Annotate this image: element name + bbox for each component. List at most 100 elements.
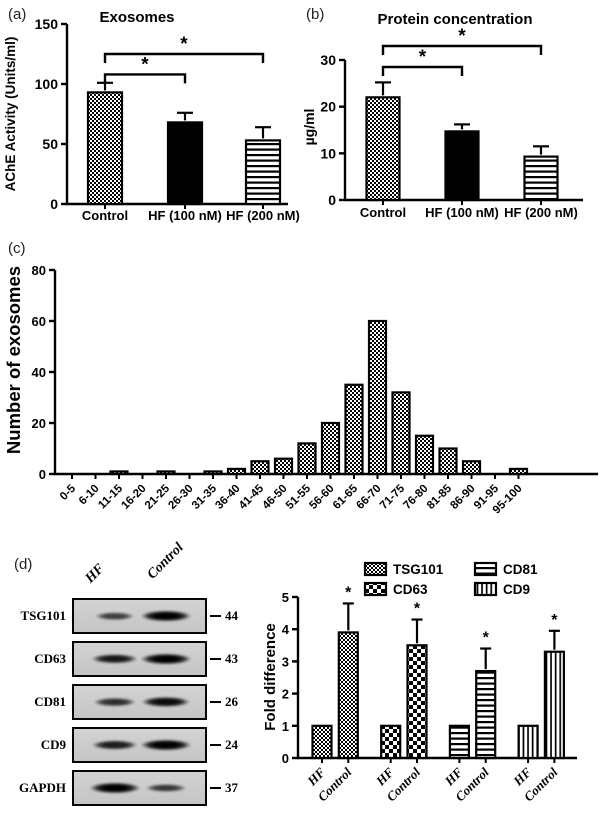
mw-marker: 24 — [210, 737, 238, 753]
mw-marker: 26 — [210, 694, 238, 710]
chart-b-protein-concentration: 0 10 20 30 µg/ml Protein concentration Control… — [301, 11, 583, 220]
bar — [406, 644, 428, 760]
bar — [414, 434, 435, 476]
bar — [337, 631, 359, 760]
bar — [543, 650, 565, 760]
x-cat-label: Control — [82, 208, 128, 223]
blot-rows: TSG101 44 CD63 43 CD81 26 CD9 24 GAPDH 37 — [2, 598, 238, 806]
blot-membrane — [72, 770, 207, 806]
protein-label: CD81 — [34, 694, 66, 709]
blot-membrane — [72, 727, 207, 763]
bar — [109, 470, 129, 476]
panel-d-tag: (d) — [14, 556, 33, 573]
mw-marker: 43 — [210, 651, 238, 667]
x-cat-label: 56-60 — [307, 483, 336, 512]
x-cat-label: 0-5 — [58, 482, 79, 503]
y-tick-label: 40 — [32, 365, 46, 380]
protein-band — [133, 609, 198, 623]
x-cat-label: 86-90 — [448, 483, 477, 512]
protein-band — [133, 738, 198, 752]
y-tick-label: 150 — [35, 16, 59, 32]
x-cat-label: HF (200 nM) — [226, 208, 300, 223]
x-cat-label: 71-75 — [378, 482, 408, 512]
legend-swatch — [363, 581, 388, 597]
blot-row: CD81 26 — [2, 684, 238, 720]
y-tick-label: 20 — [320, 99, 336, 115]
mw-value: 24 — [225, 737, 238, 752]
protein-label: TSG101 — [20, 608, 66, 623]
blot-row: CD9 24 — [2, 727, 238, 763]
lane-label: HF — [82, 561, 108, 587]
mw-marker: 37 — [210, 780, 238, 796]
bar — [365, 96, 401, 202]
bar — [273, 457, 294, 476]
bar — [391, 391, 411, 476]
chart-a-ache-activity: 0 50 100 150 AChE Activity (Units/ml) Exosome… — [3, 9, 300, 223]
sig-star: * — [483, 630, 490, 647]
bar — [461, 460, 482, 476]
panel-b-tag: (b) — [306, 6, 325, 23]
chart-title: Exosomes — [99, 9, 174, 26]
mw-dash — [210, 786, 221, 790]
mw-dash — [210, 657, 221, 661]
x-cat-label: HF (100 nM) — [425, 205, 499, 220]
protein-band — [82, 781, 147, 795]
y-tick-label: 0 — [39, 467, 46, 482]
sig-bracket — [103, 52, 265, 63]
bar — [523, 155, 559, 202]
y-tick-label: 80 — [32, 263, 46, 278]
x-cat-label: 31-35 — [190, 482, 220, 512]
x-cat-label: 76-80 — [401, 483, 430, 512]
x-cat-label: Control — [360, 205, 406, 220]
x-cat-label: 41-45 — [237, 482, 267, 512]
protein-band — [85, 652, 145, 666]
x-cat-label: 16-20 — [119, 483, 148, 512]
bar — [166, 121, 204, 206]
y-axis-label: Number of exosomes — [3, 266, 24, 454]
y-axis-label: Fold difference — [262, 623, 279, 731]
blot-membrane — [72, 641, 207, 677]
legend-swatch — [363, 561, 388, 577]
legend-label: CD81 — [503, 562, 538, 577]
blot-membrane — [72, 598, 207, 634]
legend-label: CD9 — [503, 582, 530, 597]
y-tick-label: 0 — [328, 192, 336, 208]
sig-star: * — [458, 26, 466, 47]
x-cat-label: 26-30 — [166, 483, 195, 512]
blot-row: TSG101 44 — [2, 598, 238, 634]
y-tick-label: 0 — [50, 196, 58, 212]
bar — [475, 669, 497, 760]
bar — [156, 470, 176, 476]
sig-star: * — [551, 612, 558, 629]
sig-star: * — [419, 47, 427, 68]
bar — [448, 724, 470, 760]
sig-star: * — [345, 584, 352, 601]
sig-star: * — [141, 54, 149, 75]
x-cat-label: HF (200 nM) — [504, 205, 578, 220]
sig-bracket — [103, 73, 187, 84]
panel-c-tag: (c) — [8, 240, 26, 257]
blot-row: CD63 43 — [2, 641, 238, 677]
bar — [367, 319, 388, 476]
legend-swatch — [473, 581, 498, 597]
y-tick-label: 4 — [282, 622, 290, 637]
y-tick-label: 0 — [282, 751, 289, 766]
sig-star: * — [414, 601, 421, 618]
chart-title: Protein concentration — [377, 11, 532, 28]
mw-value: 37 — [225, 780, 238, 795]
bar — [250, 460, 270, 476]
protein-band — [140, 783, 192, 793]
bar — [86, 91, 124, 206]
lane-label: Control — [144, 540, 187, 583]
mw-value: 26 — [225, 694, 238, 709]
bar — [226, 467, 247, 476]
bar — [244, 139, 282, 206]
sig-bracket — [381, 65, 464, 76]
bar — [320, 421, 341, 476]
bar — [203, 470, 223, 476]
y-tick-label: 5 — [282, 590, 289, 605]
y-tick-label: 100 — [35, 76, 59, 92]
x-cat-label: 36-40 — [213, 483, 242, 512]
